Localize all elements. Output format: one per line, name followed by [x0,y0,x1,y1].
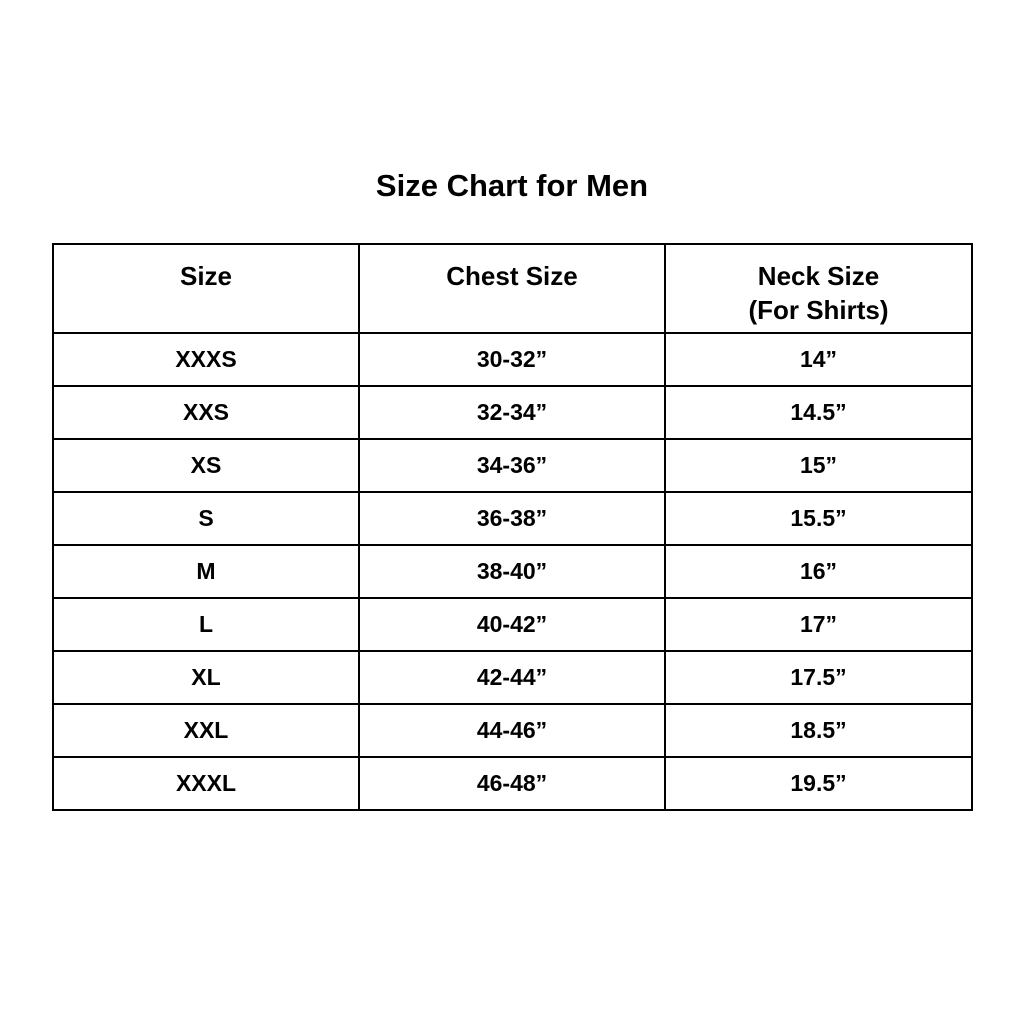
header-row: Size Chest Size Neck Size (For Shirts) [52,243,973,334]
cell-size: XL [52,650,360,705]
cell-chest-size: 34-36” [358,438,666,493]
cell-size: XXXL [52,756,360,811]
table-row: XXS 32-34” 14.5” [52,385,973,440]
size-chart-table: Size Chest Size Neck Size (For Shirts) XX… [52,243,973,811]
header-chest-size: Chest Size [358,243,666,334]
cell-chest-size: 46-48” [358,756,666,811]
header-size: Size [52,243,360,334]
header-neck-size-note: (For Shirts) [748,295,889,325]
cell-chest-size: 42-44” [358,650,666,705]
header-neck-size: Neck Size (For Shirts) [664,243,973,334]
table-row: L 40-42” 17” [52,597,973,652]
table-row: XL 42-44” 17.5” [52,650,973,705]
table-row: XXL 44-46” 18.5” [52,703,973,758]
cell-size: XS [52,438,360,493]
header-neck-size-label: Neck Size [757,261,880,291]
cell-neck-size: 17.5” [664,650,973,705]
cell-size: L [52,597,360,652]
cell-neck-size: 17” [664,597,973,652]
cell-neck-size: 16” [664,544,973,599]
cell-size: XXS [52,385,360,440]
cell-neck-size: 15” [664,438,973,493]
page-title: Size Chart for Men [375,168,649,203]
table-row: XS 34-36” 15” [52,438,973,493]
cell-size: S [52,491,360,546]
table-row: M 38-40” 16” [52,544,973,599]
table-row: XXXL 46-48” 19.5” [52,756,973,811]
cell-chest-size: 38-40” [358,544,666,599]
cell-neck-size: 15.5” [664,491,973,546]
cell-neck-size: 18.5” [664,703,973,758]
cell-chest-size: 30-32” [358,332,666,387]
cell-neck-size: 19.5” [664,756,973,811]
cell-neck-size: 14” [664,332,973,387]
table-row: XXXS 30-32” 14” [52,332,973,387]
cell-chest-size: 32-34” [358,385,666,440]
cell-size: XXXS [52,332,360,387]
table-row: S 36-38” 15.5” [52,491,973,546]
cell-chest-size: 40-42” [358,597,666,652]
cell-size: XXL [52,703,360,758]
cell-size: M [52,544,360,599]
cell-neck-size: 14.5” [664,385,973,440]
cell-chest-size: 44-46” [358,703,666,758]
cell-chest-size: 36-38” [358,491,666,546]
